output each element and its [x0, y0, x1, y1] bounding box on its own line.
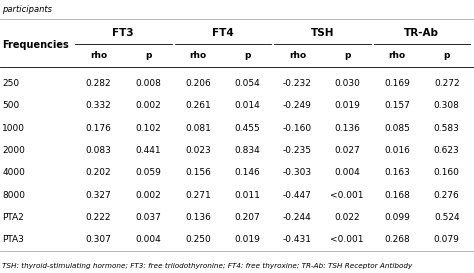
Text: 0.222: 0.222 [86, 213, 111, 222]
Text: p: p [444, 52, 450, 60]
Text: 8000: 8000 [2, 191, 26, 200]
Text: Frequencies: Frequencies [2, 40, 69, 50]
Text: 0.455: 0.455 [235, 124, 261, 132]
Text: 0.250: 0.250 [185, 236, 211, 244]
Text: 0.008: 0.008 [135, 79, 161, 88]
Text: 0.207: 0.207 [235, 213, 261, 222]
Text: 0.002: 0.002 [135, 101, 161, 110]
Text: 500: 500 [2, 101, 19, 110]
Text: 0.146: 0.146 [235, 168, 261, 177]
Text: 0.016: 0.016 [384, 146, 410, 155]
Text: 0.136: 0.136 [185, 213, 211, 222]
Text: 0.011: 0.011 [235, 191, 261, 200]
Text: 0.136: 0.136 [334, 124, 360, 132]
Text: -0.160: -0.160 [283, 124, 312, 132]
Text: 0.168: 0.168 [384, 191, 410, 200]
Text: 0.099: 0.099 [384, 213, 410, 222]
Text: 250: 250 [2, 79, 19, 88]
Text: 0.014: 0.014 [235, 101, 261, 110]
Text: 0.282: 0.282 [85, 79, 111, 88]
Text: 0.083: 0.083 [85, 146, 111, 155]
Text: 0.054: 0.054 [235, 79, 261, 88]
Text: 2000: 2000 [2, 146, 25, 155]
Text: rho: rho [388, 52, 406, 60]
Text: 0.156: 0.156 [185, 168, 211, 177]
Text: -0.232: -0.232 [283, 79, 312, 88]
Text: p: p [145, 52, 151, 60]
Text: 1000: 1000 [2, 124, 26, 132]
Text: 0.157: 0.157 [384, 101, 410, 110]
Text: p: p [344, 52, 350, 60]
Text: <0.001: <0.001 [330, 236, 364, 244]
Text: 0.276: 0.276 [434, 191, 460, 200]
Text: 0.059: 0.059 [135, 168, 161, 177]
Text: PTA3: PTA3 [2, 236, 24, 244]
Text: 0.176: 0.176 [85, 124, 111, 132]
Text: 0.023: 0.023 [185, 146, 211, 155]
Text: FT4: FT4 [212, 28, 234, 38]
Text: 0.022: 0.022 [334, 213, 360, 222]
Text: 0.261: 0.261 [185, 101, 211, 110]
Text: 0.271: 0.271 [185, 191, 211, 200]
Text: 0.206: 0.206 [185, 79, 211, 88]
Text: rho: rho [189, 52, 207, 60]
Text: -0.303: -0.303 [283, 168, 312, 177]
Text: 0.441: 0.441 [135, 146, 161, 155]
Text: 0.085: 0.085 [384, 124, 410, 132]
Text: p: p [245, 52, 251, 60]
Text: <0.001: <0.001 [330, 191, 364, 200]
Text: -0.244: -0.244 [283, 213, 312, 222]
Text: 0.272: 0.272 [434, 79, 460, 88]
Text: 0.169: 0.169 [384, 79, 410, 88]
Text: 0.163: 0.163 [384, 168, 410, 177]
Text: 0.327: 0.327 [85, 191, 111, 200]
Text: 0.524: 0.524 [434, 213, 460, 222]
Text: 0.079: 0.079 [434, 236, 460, 244]
Text: 0.004: 0.004 [334, 168, 360, 177]
Text: 0.102: 0.102 [135, 124, 161, 132]
Text: -0.447: -0.447 [283, 191, 312, 200]
Text: FT3: FT3 [112, 28, 134, 38]
Text: rho: rho [90, 52, 107, 60]
Text: rho: rho [289, 52, 306, 60]
Text: 0.308: 0.308 [434, 101, 460, 110]
Text: TR-Ab: TR-Ab [404, 28, 439, 38]
Text: 0.081: 0.081 [185, 124, 211, 132]
Text: 0.004: 0.004 [135, 236, 161, 244]
Text: 0.160: 0.160 [434, 168, 460, 177]
Text: PTA2: PTA2 [2, 213, 24, 222]
Text: -0.431: -0.431 [283, 236, 312, 244]
Text: 0.019: 0.019 [235, 236, 261, 244]
Text: 4000: 4000 [2, 168, 25, 177]
Text: 0.332: 0.332 [85, 101, 111, 110]
Text: 0.202: 0.202 [85, 168, 111, 177]
Text: -0.235: -0.235 [283, 146, 312, 155]
Text: 0.623: 0.623 [434, 146, 460, 155]
Text: 0.002: 0.002 [135, 191, 161, 200]
Text: -0.249: -0.249 [283, 101, 312, 110]
Text: TSH: TSH [310, 28, 334, 38]
Text: 0.834: 0.834 [235, 146, 261, 155]
Text: 0.019: 0.019 [334, 101, 360, 110]
Text: participants: participants [2, 5, 52, 14]
Text: 0.268: 0.268 [384, 236, 410, 244]
Text: 0.027: 0.027 [334, 146, 360, 155]
Text: 0.030: 0.030 [334, 79, 360, 88]
Text: 0.037: 0.037 [135, 213, 161, 222]
Text: 0.583: 0.583 [434, 124, 460, 132]
Text: TSH: thyroid-stimulating hormone; FT3: free triiodothyronine; FT4: free thyroxin: TSH: thyroid-stimulating hormone; FT3: f… [2, 263, 413, 269]
Text: 0.307: 0.307 [85, 236, 111, 244]
